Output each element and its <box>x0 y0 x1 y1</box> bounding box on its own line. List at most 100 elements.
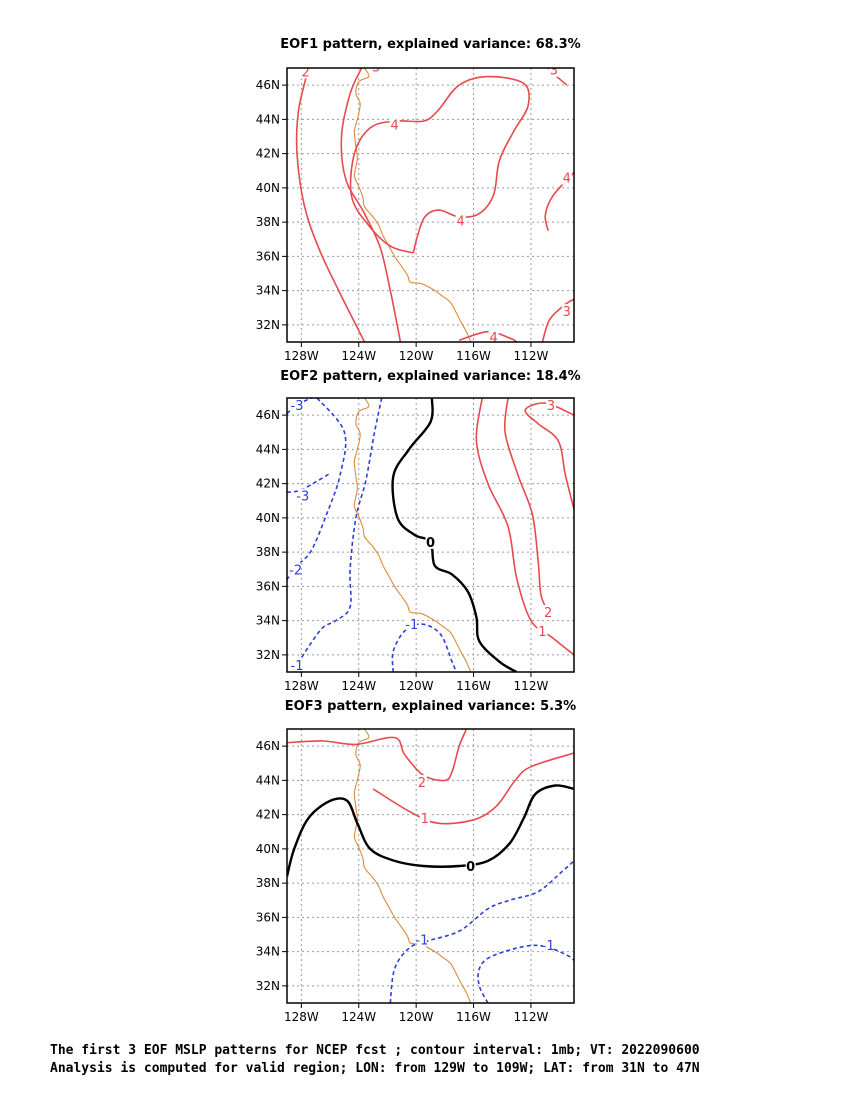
coastline <box>353 398 472 672</box>
y-tick-label: 40N <box>256 842 280 856</box>
contour-label-bg <box>543 937 554 952</box>
contour-line-positive <box>503 398 549 613</box>
contour-label: 1 <box>421 812 429 827</box>
eof-panel-2: EOF2 pattern, explained variance: 18.4% 1… <box>256 369 581 693</box>
y-tick-label: 38N <box>256 215 280 229</box>
y-tick-label: 40N <box>256 181 280 195</box>
contour-label: 4 <box>489 331 497 346</box>
contour-label-bg <box>300 68 311 79</box>
y-tick-label: 36N <box>256 910 280 924</box>
contour-label: 2 <box>544 606 552 621</box>
contour-label: 4 <box>563 172 571 187</box>
x-tick-label: 116W <box>456 679 491 693</box>
y-tick-label: 46N <box>256 78 280 92</box>
contour-label-bg <box>292 658 303 672</box>
x-tick-label: 120W <box>399 1010 434 1024</box>
y-tick-label: 44N <box>256 442 280 456</box>
x-tick-label: 124W <box>341 1010 376 1024</box>
contour-label: 3 <box>550 64 558 79</box>
contour-label-bg <box>425 534 436 549</box>
y-tick-label: 40N <box>256 511 280 525</box>
panel-frame <box>286 67 575 343</box>
coastline <box>353 68 472 342</box>
y-tick-label: 36N <box>256 249 280 263</box>
contour-label-bg <box>416 775 427 790</box>
y-tick-label: 42N <box>256 808 280 822</box>
contour-line-zero <box>287 784 574 877</box>
y-tick-label: 38N <box>256 876 280 890</box>
x-tick-label: 112W <box>514 679 549 693</box>
caption-line-1: The first 3 EOF MSLP patterns for NCEP f… <box>50 1043 700 1058</box>
contour-line-negative <box>287 398 312 415</box>
y-tick-label: 38N <box>256 545 280 559</box>
x-tick-label: 124W <box>341 679 376 693</box>
y-tick-label: 32N <box>256 318 280 332</box>
x-tick-label: 116W <box>456 1010 491 1024</box>
contour-label: -1 <box>542 939 555 954</box>
y-tick-label: 34N <box>256 614 280 628</box>
contour-label-bg <box>406 617 417 632</box>
y-tick-label: 44N <box>256 112 280 126</box>
y-tick-label: 46N <box>256 739 280 753</box>
coastline <box>353 729 472 1003</box>
contour-line-negative <box>477 944 574 1003</box>
contour-line-negative <box>389 860 574 1003</box>
panel-title: EOF1 pattern, explained variance: 68.3% <box>280 37 580 52</box>
contour-line-positive <box>340 68 402 342</box>
contour-label-bg <box>455 213 466 228</box>
y-tick-label: 44N <box>256 773 280 787</box>
contour-label: -2 <box>289 563 302 578</box>
contour-label-bg <box>370 68 381 74</box>
x-tick-label: 124W <box>341 349 376 363</box>
x-tick-label: 112W <box>514 349 549 363</box>
contour-label: 4 <box>390 119 398 134</box>
x-tick-label: 128W <box>284 679 319 693</box>
contour-line-negative <box>287 472 331 493</box>
contour-label-bg <box>290 562 301 577</box>
eof-panel-1: EOF1 pattern, explained variance: 68.3% 1… <box>256 37 581 363</box>
contour-label-bg <box>389 117 400 132</box>
contour-label: 2 <box>302 65 310 80</box>
contour-label: 2 <box>418 776 426 791</box>
contour-label-bg <box>419 811 430 826</box>
panel-frame <box>286 397 575 673</box>
contour-label: 3 <box>563 305 571 320</box>
contour-line-zero <box>391 398 518 672</box>
contour-label-bg <box>297 488 308 503</box>
contour-label-bg <box>561 170 572 185</box>
eof-panel-3: EOF3 pattern, explained variance: 5.3%12… <box>256 699 576 1024</box>
x-tick-label: 120W <box>399 349 434 363</box>
contour-line-negative <box>293 398 383 672</box>
y-tick-label: 32N <box>256 648 280 662</box>
panel-title: EOF3 pattern, explained variance: 5.3% <box>285 699 576 714</box>
contour-label: -1 <box>405 618 418 633</box>
contour-line-positive <box>349 75 531 254</box>
x-tick-label: 112W <box>514 1010 549 1024</box>
y-tick-label: 32N <box>256 979 280 993</box>
contour-label: 0 <box>426 536 435 551</box>
y-tick-label: 34N <box>256 945 280 959</box>
contour-label: -1 <box>415 934 428 949</box>
y-tick-label: 36N <box>256 579 280 593</box>
contour-label-bg <box>416 932 427 947</box>
contour-label: 3 <box>547 399 555 414</box>
contour-label: -1 <box>291 659 304 674</box>
contour-label-bg <box>488 329 499 342</box>
contour-label: 0 <box>466 860 475 875</box>
y-tick-label: 42N <box>256 477 280 491</box>
contour-label: 1 <box>538 625 546 640</box>
y-tick-label: 46N <box>256 408 280 422</box>
contour-line-positive <box>372 752 574 825</box>
contour-line-positive <box>295 68 366 342</box>
contour-label-bg <box>543 605 554 620</box>
contour-line-positive <box>458 330 518 342</box>
contour-label-bg <box>292 398 303 412</box>
x-tick-label: 128W <box>284 349 319 363</box>
x-tick-label: 116W <box>456 349 491 363</box>
contour-label: 3 <box>372 60 380 75</box>
contour-line-positive <box>287 729 468 782</box>
contour-line-negative <box>391 623 458 672</box>
contour-line-positive <box>541 298 574 342</box>
contour-line-positive <box>524 402 574 510</box>
